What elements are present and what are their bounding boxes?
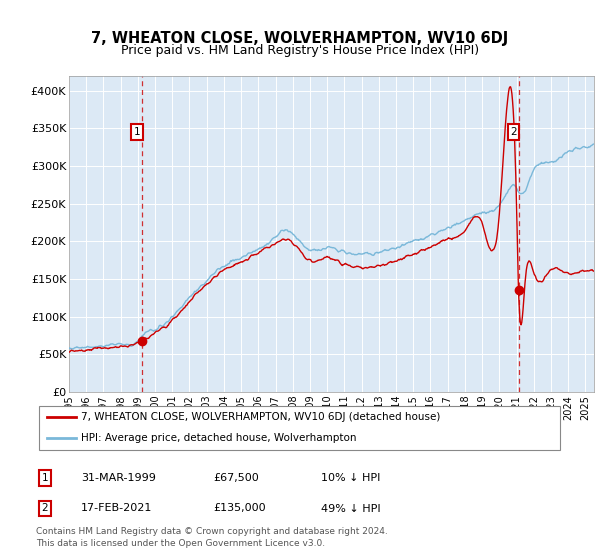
Text: 7, WHEATON CLOSE, WOLVERHAMPTON, WV10 6DJ (detached house): 7, WHEATON CLOSE, WOLVERHAMPTON, WV10 6D…	[81, 412, 440, 422]
Text: £135,000: £135,000	[213, 503, 266, 514]
Text: 7, WHEATON CLOSE, WOLVERHAMPTON, WV10 6DJ: 7, WHEATON CLOSE, WOLVERHAMPTON, WV10 6D…	[91, 31, 509, 45]
Text: 49% ↓ HPI: 49% ↓ HPI	[321, 503, 380, 514]
Text: 1: 1	[41, 473, 49, 483]
Text: 17-FEB-2021: 17-FEB-2021	[81, 503, 152, 514]
FancyBboxPatch shape	[38, 406, 560, 450]
Text: Contains HM Land Registry data © Crown copyright and database right 2024.
This d: Contains HM Land Registry data © Crown c…	[36, 527, 388, 548]
Text: Price paid vs. HM Land Registry's House Price Index (HPI): Price paid vs. HM Land Registry's House …	[121, 44, 479, 57]
Text: 1: 1	[134, 127, 140, 137]
Text: 31-MAR-1999: 31-MAR-1999	[81, 473, 156, 483]
Text: HPI: Average price, detached house, Wolverhampton: HPI: Average price, detached house, Wolv…	[81, 433, 356, 444]
Text: 2: 2	[510, 127, 517, 137]
Text: 2: 2	[41, 503, 49, 514]
Text: 10% ↓ HPI: 10% ↓ HPI	[321, 473, 380, 483]
Text: £67,500: £67,500	[213, 473, 259, 483]
